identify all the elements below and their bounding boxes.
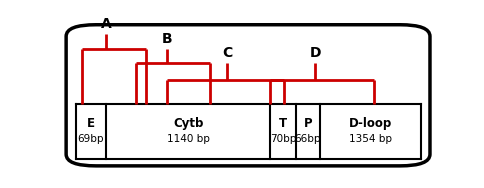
Text: A: A <box>101 17 111 31</box>
Text: D: D <box>310 46 321 60</box>
Text: 69bp: 69bp <box>77 134 104 144</box>
Text: E: E <box>87 117 95 130</box>
Text: 70bp: 70bp <box>270 134 296 144</box>
Text: Cytb: Cytb <box>173 117 203 130</box>
Text: B: B <box>162 32 172 46</box>
FancyBboxPatch shape <box>66 25 430 166</box>
Text: D-loop: D-loop <box>348 117 392 130</box>
Text: P: P <box>303 117 312 130</box>
Text: C: C <box>222 46 232 60</box>
Text: 66bp: 66bp <box>294 134 321 144</box>
Text: 1354 bp: 1354 bp <box>348 134 392 144</box>
Text: 1140 bp: 1140 bp <box>167 134 210 144</box>
Text: T: T <box>279 117 287 130</box>
